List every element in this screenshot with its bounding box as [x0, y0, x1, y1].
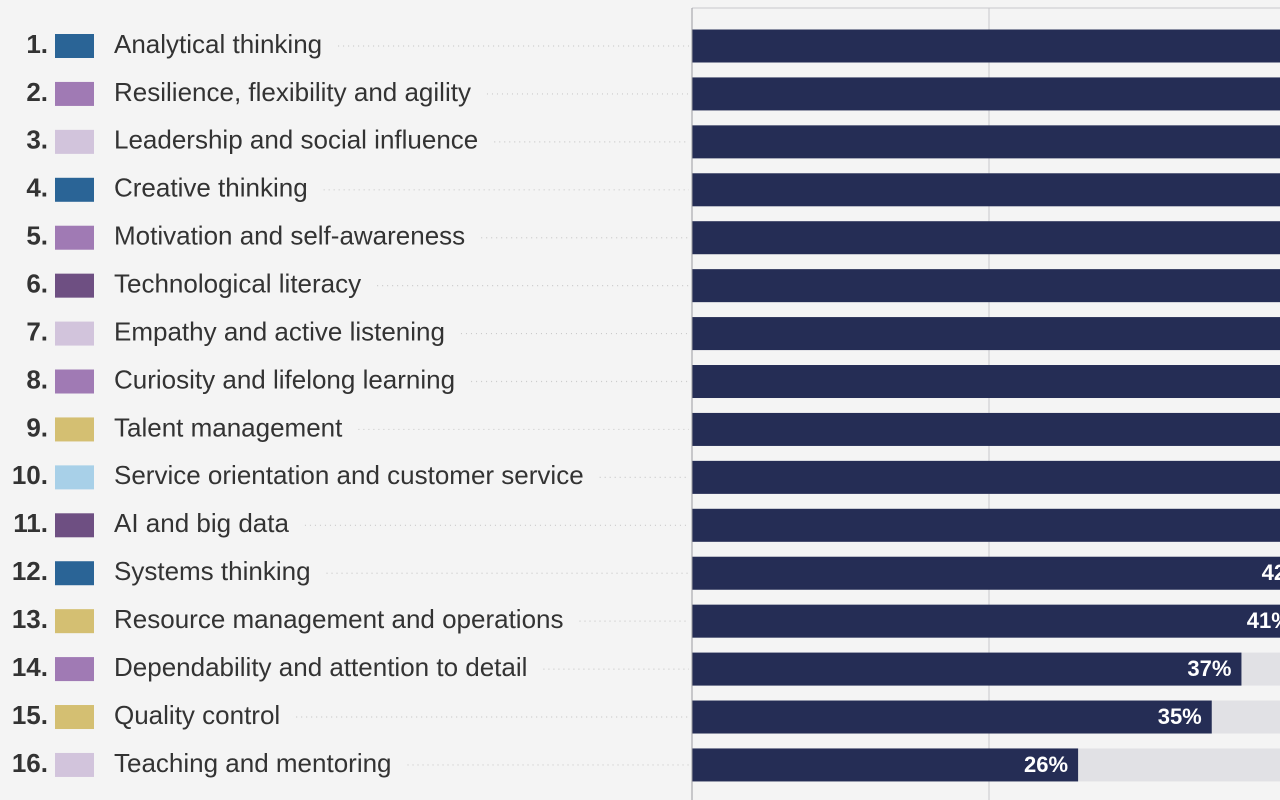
value-label: 35%	[1158, 704, 1202, 729]
bar	[692, 748, 1079, 782]
value-label: 41%	[1247, 608, 1280, 633]
category-swatch	[55, 417, 94, 442]
category-swatch	[55, 81, 94, 106]
bar	[692, 173, 1280, 207]
category-swatch	[55, 225, 94, 250]
category-label: Leadership and social influence	[114, 125, 478, 155]
category-swatch	[55, 513, 94, 538]
category-label: Teaching and mentoring	[114, 748, 392, 778]
category-swatch	[55, 561, 94, 586]
rank: 9.	[26, 412, 48, 442]
category-label: Technological literacy	[114, 269, 361, 299]
rank: 12.	[12, 556, 48, 586]
bar	[692, 365, 1280, 399]
category-swatch	[55, 369, 94, 394]
category-swatch	[55, 752, 94, 777]
category-label: Empathy and active listening	[114, 316, 445, 346]
rank: 7.	[26, 316, 48, 346]
category-swatch	[55, 657, 94, 682]
bar	[692, 317, 1280, 351]
bar	[692, 604, 1280, 638]
bar	[692, 29, 1280, 63]
bar	[692, 125, 1280, 159]
rank: 13.	[12, 604, 48, 634]
rank: 6.	[26, 269, 48, 299]
rank: 14.	[12, 652, 48, 682]
rank: 8.	[26, 364, 48, 394]
category-swatch	[55, 34, 94, 58]
rank: 16.	[12, 748, 48, 778]
bar	[692, 77, 1280, 111]
value-label: 26%	[1024, 752, 1068, 777]
value-label: 42%	[1262, 560, 1280, 585]
category-swatch	[55, 321, 94, 346]
rank: 1.	[26, 29, 48, 59]
bar	[692, 700, 1212, 734]
category-label: Systems thinking	[114, 556, 311, 586]
category-label: Curiosity and lifelong learning	[114, 364, 455, 394]
category-label: AI and big data	[114, 508, 289, 538]
rank: 2.	[26, 77, 48, 107]
rank: 15.	[12, 700, 48, 730]
bar	[692, 460, 1280, 494]
value-label: 37%	[1187, 656, 1231, 681]
rank: 5.	[26, 221, 48, 251]
category-label: Analytical thinking	[114, 29, 322, 59]
category-label: Creative thinking	[114, 173, 308, 203]
bar	[692, 221, 1280, 255]
category-label: Motivation and self-awareness	[114, 221, 465, 251]
category-swatch	[55, 609, 94, 634]
category-label: Dependability and attention to detail	[114, 652, 527, 682]
category-label: Quality control	[114, 700, 280, 730]
bar	[692, 652, 1242, 686]
bar	[692, 412, 1280, 446]
category-swatch	[55, 129, 94, 154]
category-label: Resilience, flexibility and agility	[114, 77, 471, 107]
category-swatch	[55, 273, 94, 298]
bar	[692, 269, 1280, 303]
category-label: Talent management	[114, 412, 343, 442]
category-swatch	[55, 705, 94, 730]
rank: 4.	[26, 173, 48, 203]
category-swatch	[55, 177, 94, 202]
rank: 3.	[26, 125, 48, 155]
bar	[692, 508, 1280, 542]
bar	[692, 556, 1280, 590]
category-swatch	[55, 465, 94, 490]
category-label: Resource management and operations	[114, 604, 564, 634]
rank: 11.	[13, 508, 48, 538]
rank: 10.	[12, 460, 48, 490]
category-label: Service orientation and customer service	[114, 460, 584, 490]
